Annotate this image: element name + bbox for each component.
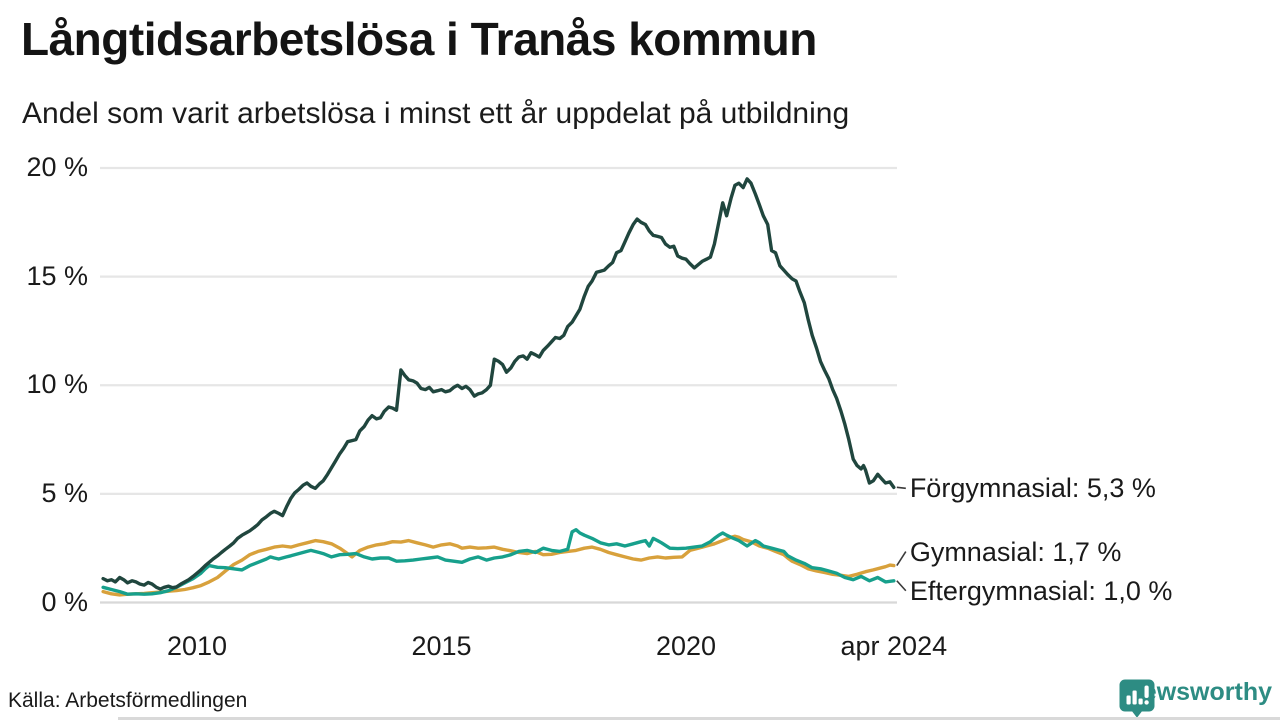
- y-tick-15: 15 %: [26, 260, 88, 291]
- y-tick-10: 10 %: [26, 369, 88, 400]
- bottom-edge-divider: [118, 717, 1280, 720]
- chart-subtitle: Andel som varit arbetslösa i minst ett å…: [22, 97, 850, 130]
- series-line-förgymnasial: [101, 177, 896, 591]
- series-line-eftergymnasial: [101, 528, 896, 596]
- y-tick-20: 20 %: [26, 152, 88, 182]
- x-tick-2010: 2010: [166, 631, 228, 661]
- y-tick-0: 0 %: [41, 586, 88, 617]
- branding: Newsworthy: [1118, 678, 1272, 718]
- series-end-label-gymnasial: Gymnasial: 1,7 %: [909, 536, 1122, 567]
- x-tick-2015: 2015: [411, 631, 472, 661]
- page-title: Långtidsarbetslösa i Tranås kommun: [21, 13, 817, 65]
- series-end-label-förgymnasial: Förgymnasial: 5,3 %: [909, 473, 1156, 504]
- x-tick-apr-2024: apr 2024: [840, 631, 948, 661]
- label-connector-gymnasial: [896, 551, 907, 567]
- x-tick-2020: 2020: [655, 631, 717, 661]
- label-connector-förgymnasial: [896, 486, 906, 490]
- series-end-label-eftergymnasial: Eftergymnasial: 1,0 %: [909, 575, 1173, 606]
- source-note: Källa: Arbetsförmedlingen: [8, 689, 248, 712]
- series-line-gymnasial: [101, 534, 896, 597]
- label-connector-eftergymnasial: [896, 580, 907, 592]
- y-tick-5: 5 %: [41, 477, 88, 508]
